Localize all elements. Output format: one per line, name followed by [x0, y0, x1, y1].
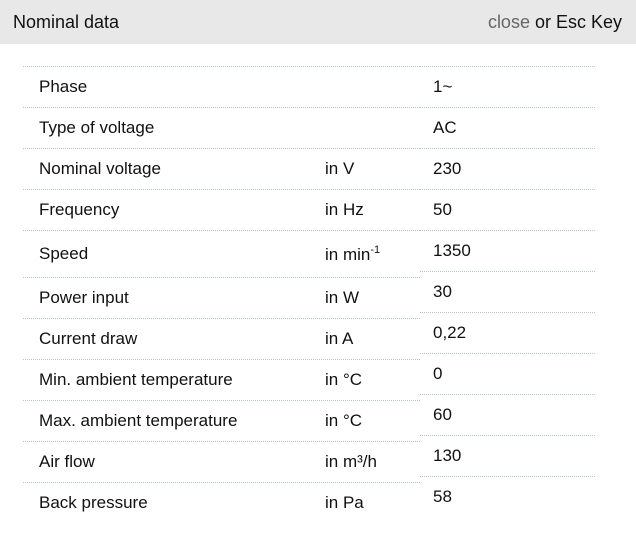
table-row: Current draw in A [23, 318, 420, 359]
table-row: Frequency in Hz [23, 189, 420, 230]
row-label: Air flow [39, 452, 95, 471]
row-value: 1350 [433, 241, 471, 260]
row-label: Back pressure [39, 493, 148, 512]
row-unit: in Pa [325, 493, 364, 512]
table-row: Nominal voltage in V [23, 148, 420, 189]
row-value-cell: 0,22 [420, 312, 595, 353]
row-label: Nominal voltage [39, 159, 161, 178]
row-value: 130 [433, 446, 462, 465]
row-unit: in min-1 [325, 243, 381, 264]
row-value-cell: 0 [420, 353, 595, 394]
row-unit: in °C [325, 411, 363, 430]
close-hint: close or Esc Key [487, 11, 622, 32]
row-unit: in m³/h [325, 452, 377, 471]
row-unit: in Hz [325, 200, 364, 219]
row-value: 60 [433, 405, 452, 424]
row-value-cell: 230 [420, 148, 595, 189]
row-value: AC [433, 118, 457, 137]
row-value: 1~ [433, 77, 453, 96]
row-label: Power input [39, 288, 129, 307]
table-row: Max. ambient temperature in °C [23, 400, 420, 441]
row-label: Phase [39, 77, 88, 96]
table-row: Speed in min-1 [23, 230, 420, 277]
row-value: 50 [433, 200, 452, 219]
close-link[interactable]: close [487, 11, 530, 32]
row-value-cell: 60 [420, 394, 595, 435]
row-value-cell: 30 [420, 271, 595, 312]
table-row: Power input in W [23, 277, 420, 318]
row-value-cell: 1350 [420, 230, 595, 271]
row-value: 230 [433, 159, 462, 178]
row-value-cell: 50 [420, 189, 595, 230]
row-label: Min. ambient temperature [39, 370, 233, 389]
row-value: 0,22 [433, 323, 467, 342]
dialog-title: Nominal data [13, 11, 120, 32]
dialog-header: Nominal data close or Esc Key [0, 0, 636, 44]
table-row: Phase [23, 66, 420, 107]
row-value-cell: 1~ [420, 66, 595, 107]
table-row: Min. ambient temperature in °C [23, 359, 420, 400]
table-row: Air flow in m³/h [23, 441, 420, 482]
row-value: 0 [433, 364, 443, 383]
row-value-cell: 130 [420, 435, 595, 476]
table-row: Type of voltage [23, 107, 420, 148]
row-label: Speed [39, 244, 89, 263]
row-value-cell: AC [420, 107, 595, 148]
table-row: Back pressure in Pa [23, 482, 420, 523]
row-unit: in V [325, 159, 355, 178]
row-value: 30 [433, 282, 452, 301]
row-label: Frequency [39, 200, 120, 219]
nominal-data-table: Phase Type of voltage Nominal voltage in V F… [23, 66, 595, 523]
row-label: Max. ambient temperature [39, 411, 238, 430]
row-label: Type of voltage [39, 118, 155, 137]
row-value-cell: 58 [420, 476, 595, 517]
row-unit: in W [325, 288, 359, 307]
row-value: 58 [433, 487, 452, 506]
row-unit: in °C [325, 370, 363, 389]
row-label: Current draw [39, 329, 138, 348]
row-unit: in A [325, 329, 354, 348]
